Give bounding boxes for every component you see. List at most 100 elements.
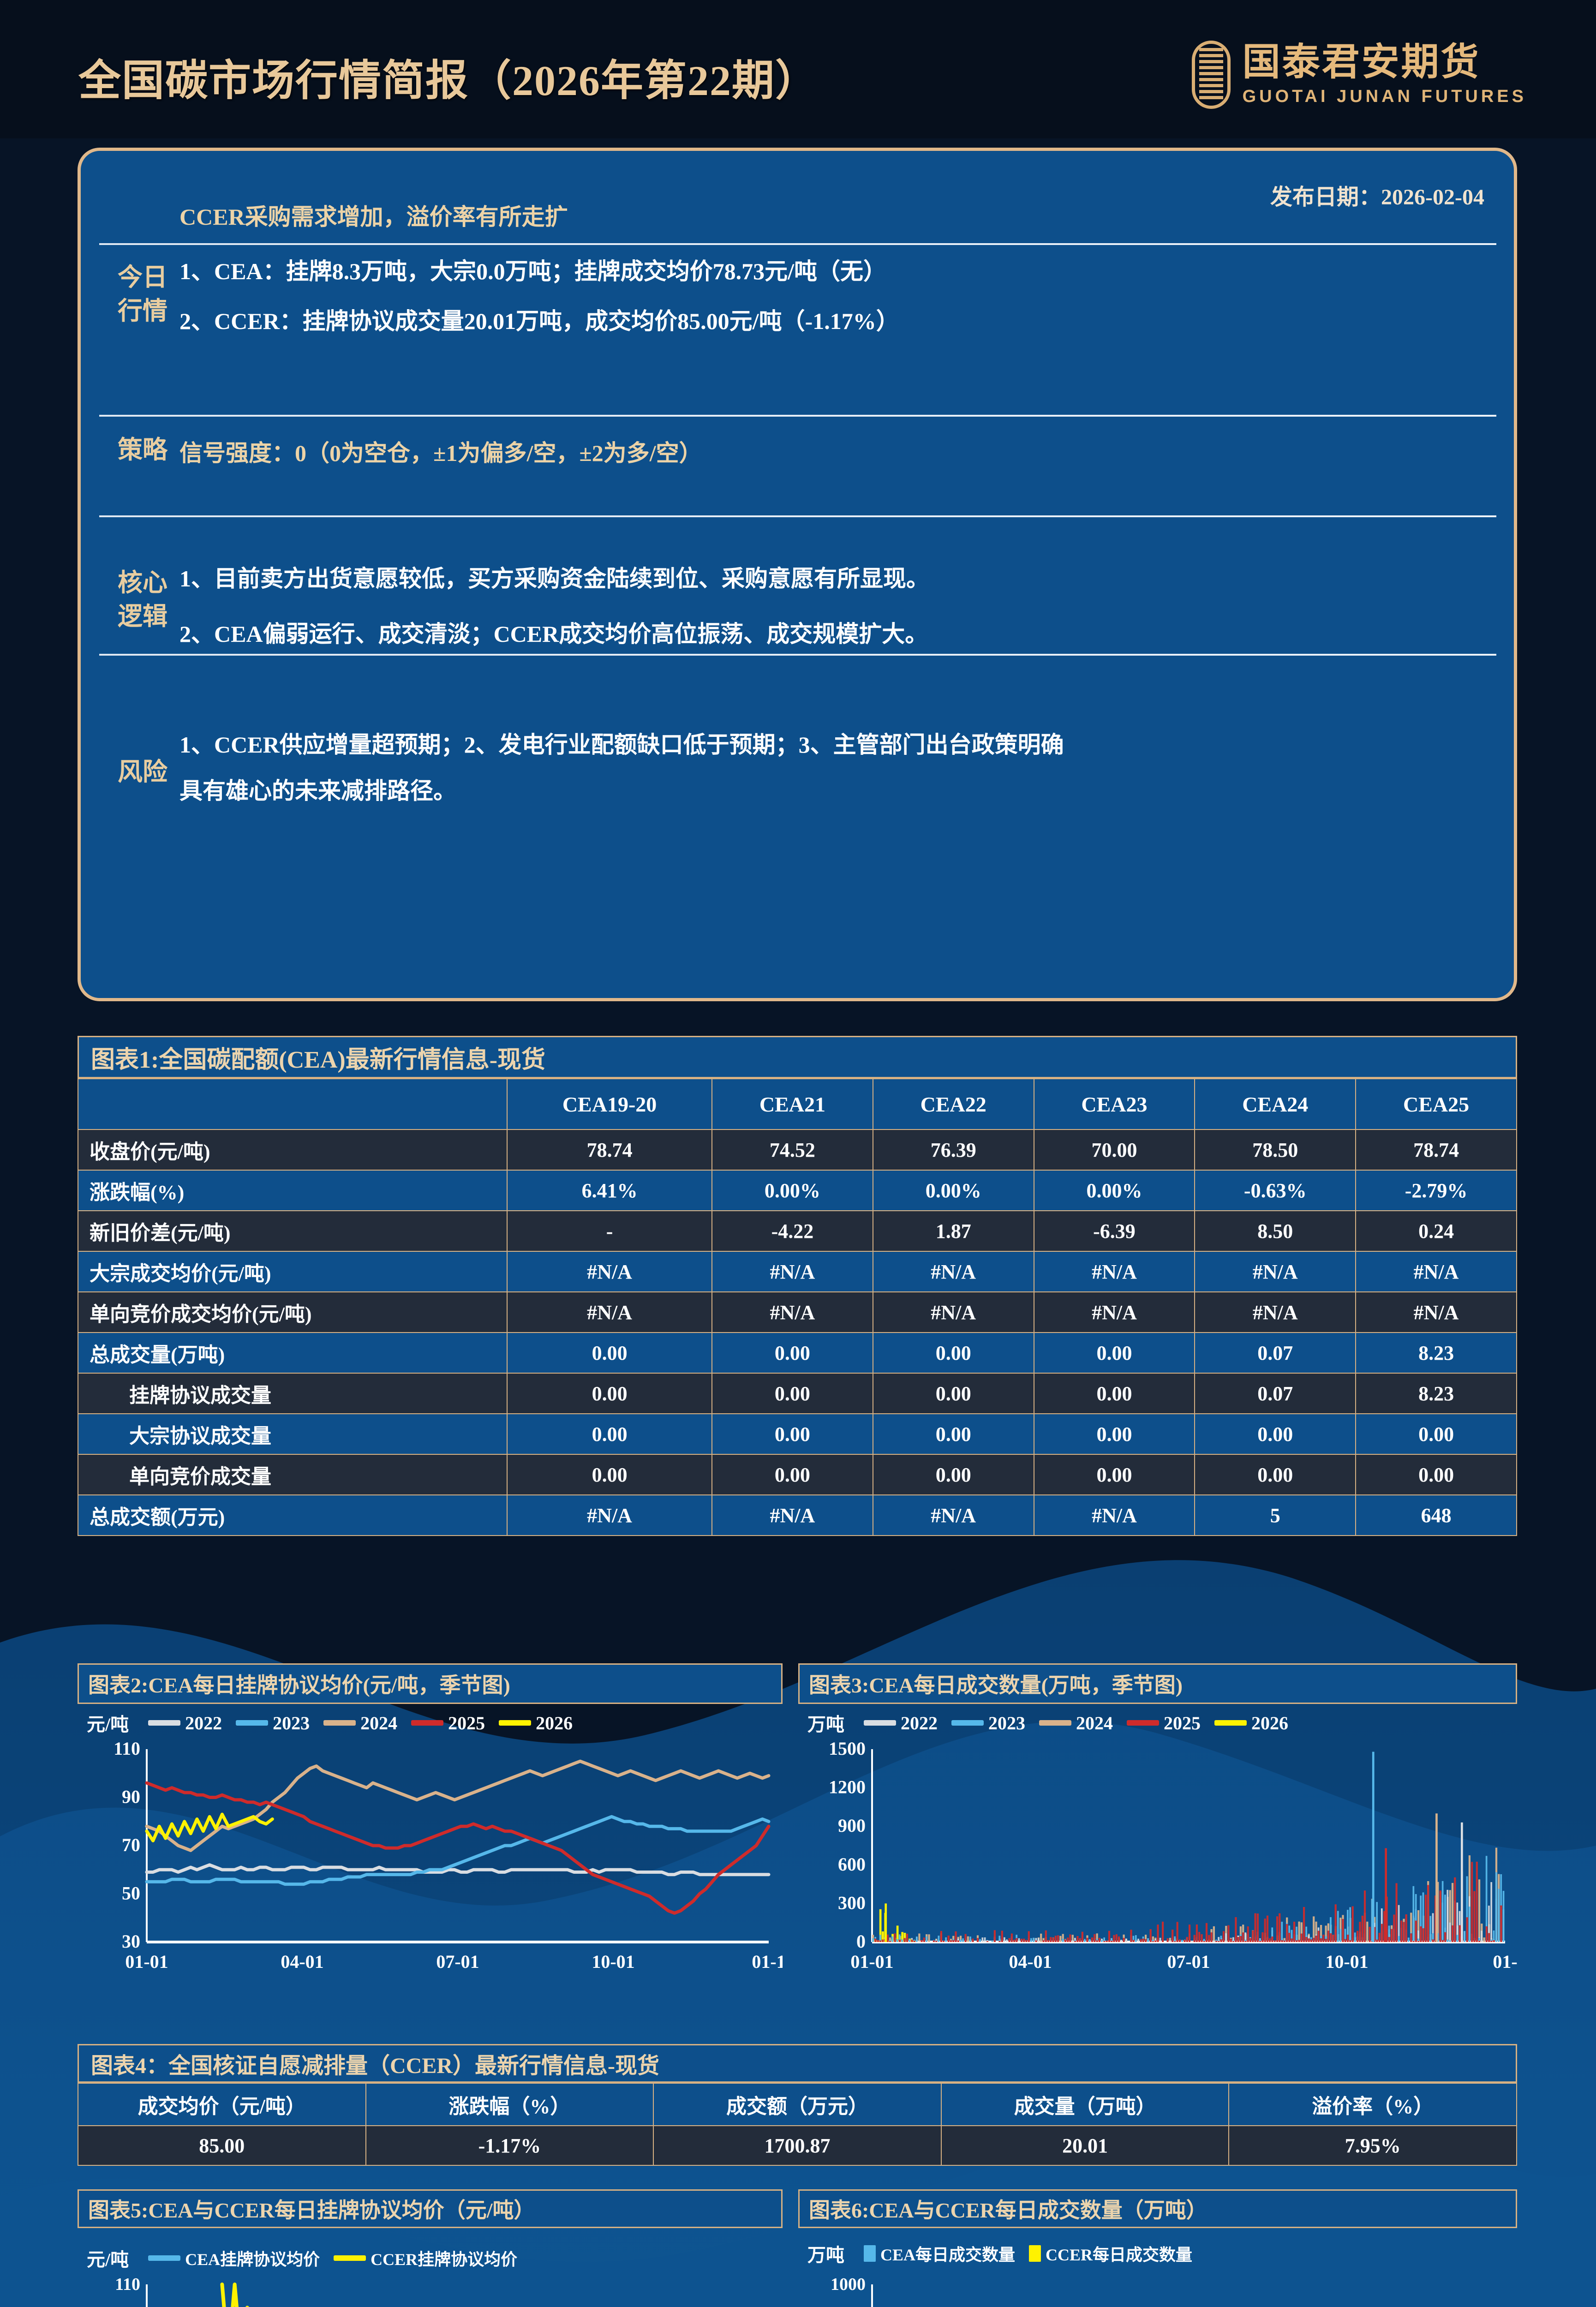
table1-cell: #N/A [1355,1291,1517,1333]
chart6-ylabel: 万吨 [807,2245,844,2265]
table1-cell: 76.39 [872,1129,1034,1171]
table1-cell: #N/A [711,1291,873,1333]
svg-text:0: 0 [856,1931,866,1952]
table1-cell: 0.24 [1355,1210,1517,1252]
table1-cell: 0.00 [711,1332,873,1374]
table1-col-header: CEA25 [1355,1078,1517,1130]
table1-row-label: 单向竞价成交均价(元/吨) [77,1291,508,1333]
svg-text:1000: 1000 [831,2275,866,2294]
table1-cell: 0.00 [1033,1413,1196,1455]
page-title: 全国碳市场行情简报（2026年第22期） [78,57,819,104]
legend-item: 2026 [1214,1712,1288,1734]
table1-cell: 0.00 [1033,1332,1196,1374]
table1-cell: 0.00% [711,1170,873,1211]
table4-cell: 20.01 [940,2125,1230,2166]
core-logic-line-1: 1、目前卖方出货意愿较低，买方采购资金陆续到位、采购意愿有所显现。 [179,566,929,592]
table1-cell: 0.07 [1194,1332,1357,1374]
table1-col-header [77,1078,508,1130]
table1-cell: 78.74 [1355,1129,1517,1171]
chart2-title: 图表2:CEA每日挂牌协议均价(元/吨，季节图) [78,1663,783,1704]
legend-item: 2025 [1127,1712,1201,1734]
table1-cell: #N/A [1033,1494,1196,1536]
table-header-row: CEA19-20 CEA21 CEA22 CEA23 CEA24 CEA25 [77,1078,1517,1130]
chart2-legend: 元/吨 2022 2023 2024 2025 2026 [87,1709,573,1736]
divider-4 [99,654,1496,656]
svg-text:01-: 01- [1493,1951,1517,1972]
table1-cell: 0.00 [1355,1413,1517,1455]
table1-cell: #N/A [711,1251,873,1292]
table1-row-label: 单向竞价成交量 [77,1454,508,1495]
chart5-legend: 元/吨 CEA挂牌协议均价 CCER挂牌协议均价 [87,2245,517,2271]
table1-col-header: CEA24 [1194,1078,1357,1130]
table1-cell: #N/A [1033,1291,1196,1333]
table1-cell: -0.63% [1194,1170,1357,1211]
table1-cell: #N/A [1194,1251,1357,1292]
chart6-legend: 万吨 CEA每日成交数量 CCER每日成交数量 [807,2240,1192,2267]
chart5-panel: 图表5:CEA与CCER每日挂牌协议均价（元/吨） 元/吨 CEA挂牌协议均价 … [78,2189,783,2307]
today-market-label: 今日 行情 [118,263,167,325]
risk-line-1: 1、CCER供应增量超预期；2、发电行业配额缺口低于预期；3、主管部门出台政策明… [179,732,1064,758]
table1-cell: 0.00 [711,1454,873,1495]
table1-cell: 0.00 [507,1332,713,1374]
table4: 成交均价（元/吨） 涨跌幅（%） 成交额（万元） 成交量（万吨） 溢价率（%） 85.00… [78,2083,1517,2166]
table1-cell: 6.41% [507,1170,713,1211]
table-row: 85.00 -1.17% 1700.87 20.01 7.95% [78,2125,1517,2166]
chart5-title: 图表5:CEA与CCER每日挂牌协议均价（元/吨） [78,2189,783,2228]
table1-row-label: 收盘价(元/吨) [77,1129,508,1171]
table-row: 单向竞价成交均价(元/吨) #N/A #N/A #N/A #N/A #N/A #N/A [77,1291,1517,1333]
summary-card: 发布日期：2026-02-04 今日 行情 CCER采购需求增加，溢价率有所走扩… [78,148,1517,1001]
legend-item: 2025 [411,1712,485,1734]
chart3-plot: 0 300 600 900 1200 1500 01-01 04-01 07-01 10-01 01… [829,1738,1517,1972]
table1-row-label: 挂牌协议成交量 [77,1373,508,1414]
table1-cell: 74.52 [711,1129,873,1171]
publish-date: 发布日期：2026-02-04 [1270,185,1484,209]
table1-row-label: 总成交额(万元) [77,1494,508,1536]
legend-item: 2023 [951,1712,1025,1734]
table1-cell: 0.00 [507,1413,713,1455]
table1-cell: 0.00 [872,1413,1034,1455]
table1-cell: #N/A [507,1494,713,1536]
table4-cell: 85.00 [78,2125,366,2166]
table4-col-header: 成交均价（元/吨） [78,2083,366,2126]
brand-logo: 国泰君安期货 GUOTAI JUNAN FUTURES [1191,41,1527,109]
chart6-plot: 020040060080010002025-012025-042025-0720… [831,2275,873,2307]
svg-text:01-1: 01-1 [752,1951,783,1972]
logo-mark-icon [1191,41,1231,109]
table1-cell: #N/A [872,1291,1034,1333]
today-headline: CCER采购需求增加，溢价率有所走扩 [179,204,568,230]
table1-cell: 0.00 [872,1332,1034,1374]
today-line-2: 2、CCER：挂牌协议成交量20.01万吨，成交均价85.00元/吨（-1.17… [179,308,899,334]
table4-col-header: 涨跌幅（%） [365,2083,654,2126]
table1-cell: 0.00 [711,1373,873,1414]
table1-col-header: CEA22 [872,1078,1034,1130]
svg-text:10-01: 10-01 [1325,1951,1368,1972]
today-line-1: 1、CEA：挂牌8.3万吨，大宗0.0万吨；挂牌成交均价78.73元/吨（无） [179,258,886,284]
risk-line-2: 具有雄心的未来减排路径。 [179,778,456,804]
svg-text:07-01: 07-01 [436,1951,479,1972]
table-row: 收盘价(元/吨) 78.74 74.52 76.39 70.00 78.50 78.74 [77,1129,1517,1171]
table1-cell: 0.00 [872,1454,1034,1495]
svg-text:1200: 1200 [829,1777,866,1798]
table1-cell: #N/A [1033,1251,1196,1292]
chart3-ylabel: 万吨 [807,1714,844,1735]
legend-item: CEA每日成交数量 [864,2241,1015,2265]
table-row: 挂牌协议成交量 0.00 0.00 0.00 0.00 0.07 8.23 [77,1373,1517,1414]
table-row: 大宗成交均价(元/吨) #N/A #N/A #N/A #N/A #N/A #N/A [77,1251,1517,1292]
table1-cell: #N/A [872,1494,1034,1536]
svg-text:1500: 1500 [829,1738,866,1759]
divider-2 [99,415,1496,417]
chart5-ylabel: 元/吨 [87,2249,129,2270]
table1-section: 图表1:全国碳配额(CEA)最新行情信息-现货 CEA19-20 CEA21 CEA… [77,1036,1517,1536]
svg-text:110: 110 [115,2275,140,2294]
chart2-plot: 30 50 70 90 110 01-01 04-01 07-01 10-01 01-1 [114,1738,783,1972]
table1-cell: 1.87 [872,1210,1034,1252]
table4-cell: 7.95% [1228,2125,1517,2166]
chart3-legend: 万吨 2022 2023 2024 2025 2026 [807,1709,1288,1736]
svg-text:01-01: 01-01 [850,1951,893,1972]
svg-text:300: 300 [838,1892,866,1913]
divider-3 [99,515,1496,517]
table1-cell: #N/A [1194,1291,1357,1333]
table1-cell: -2.79% [1355,1170,1517,1211]
chart3-panel: 图表3:CEA每日成交数量(万吨，季节图) 万吨 2022 2023 2024 … [798,1663,1517,1986]
